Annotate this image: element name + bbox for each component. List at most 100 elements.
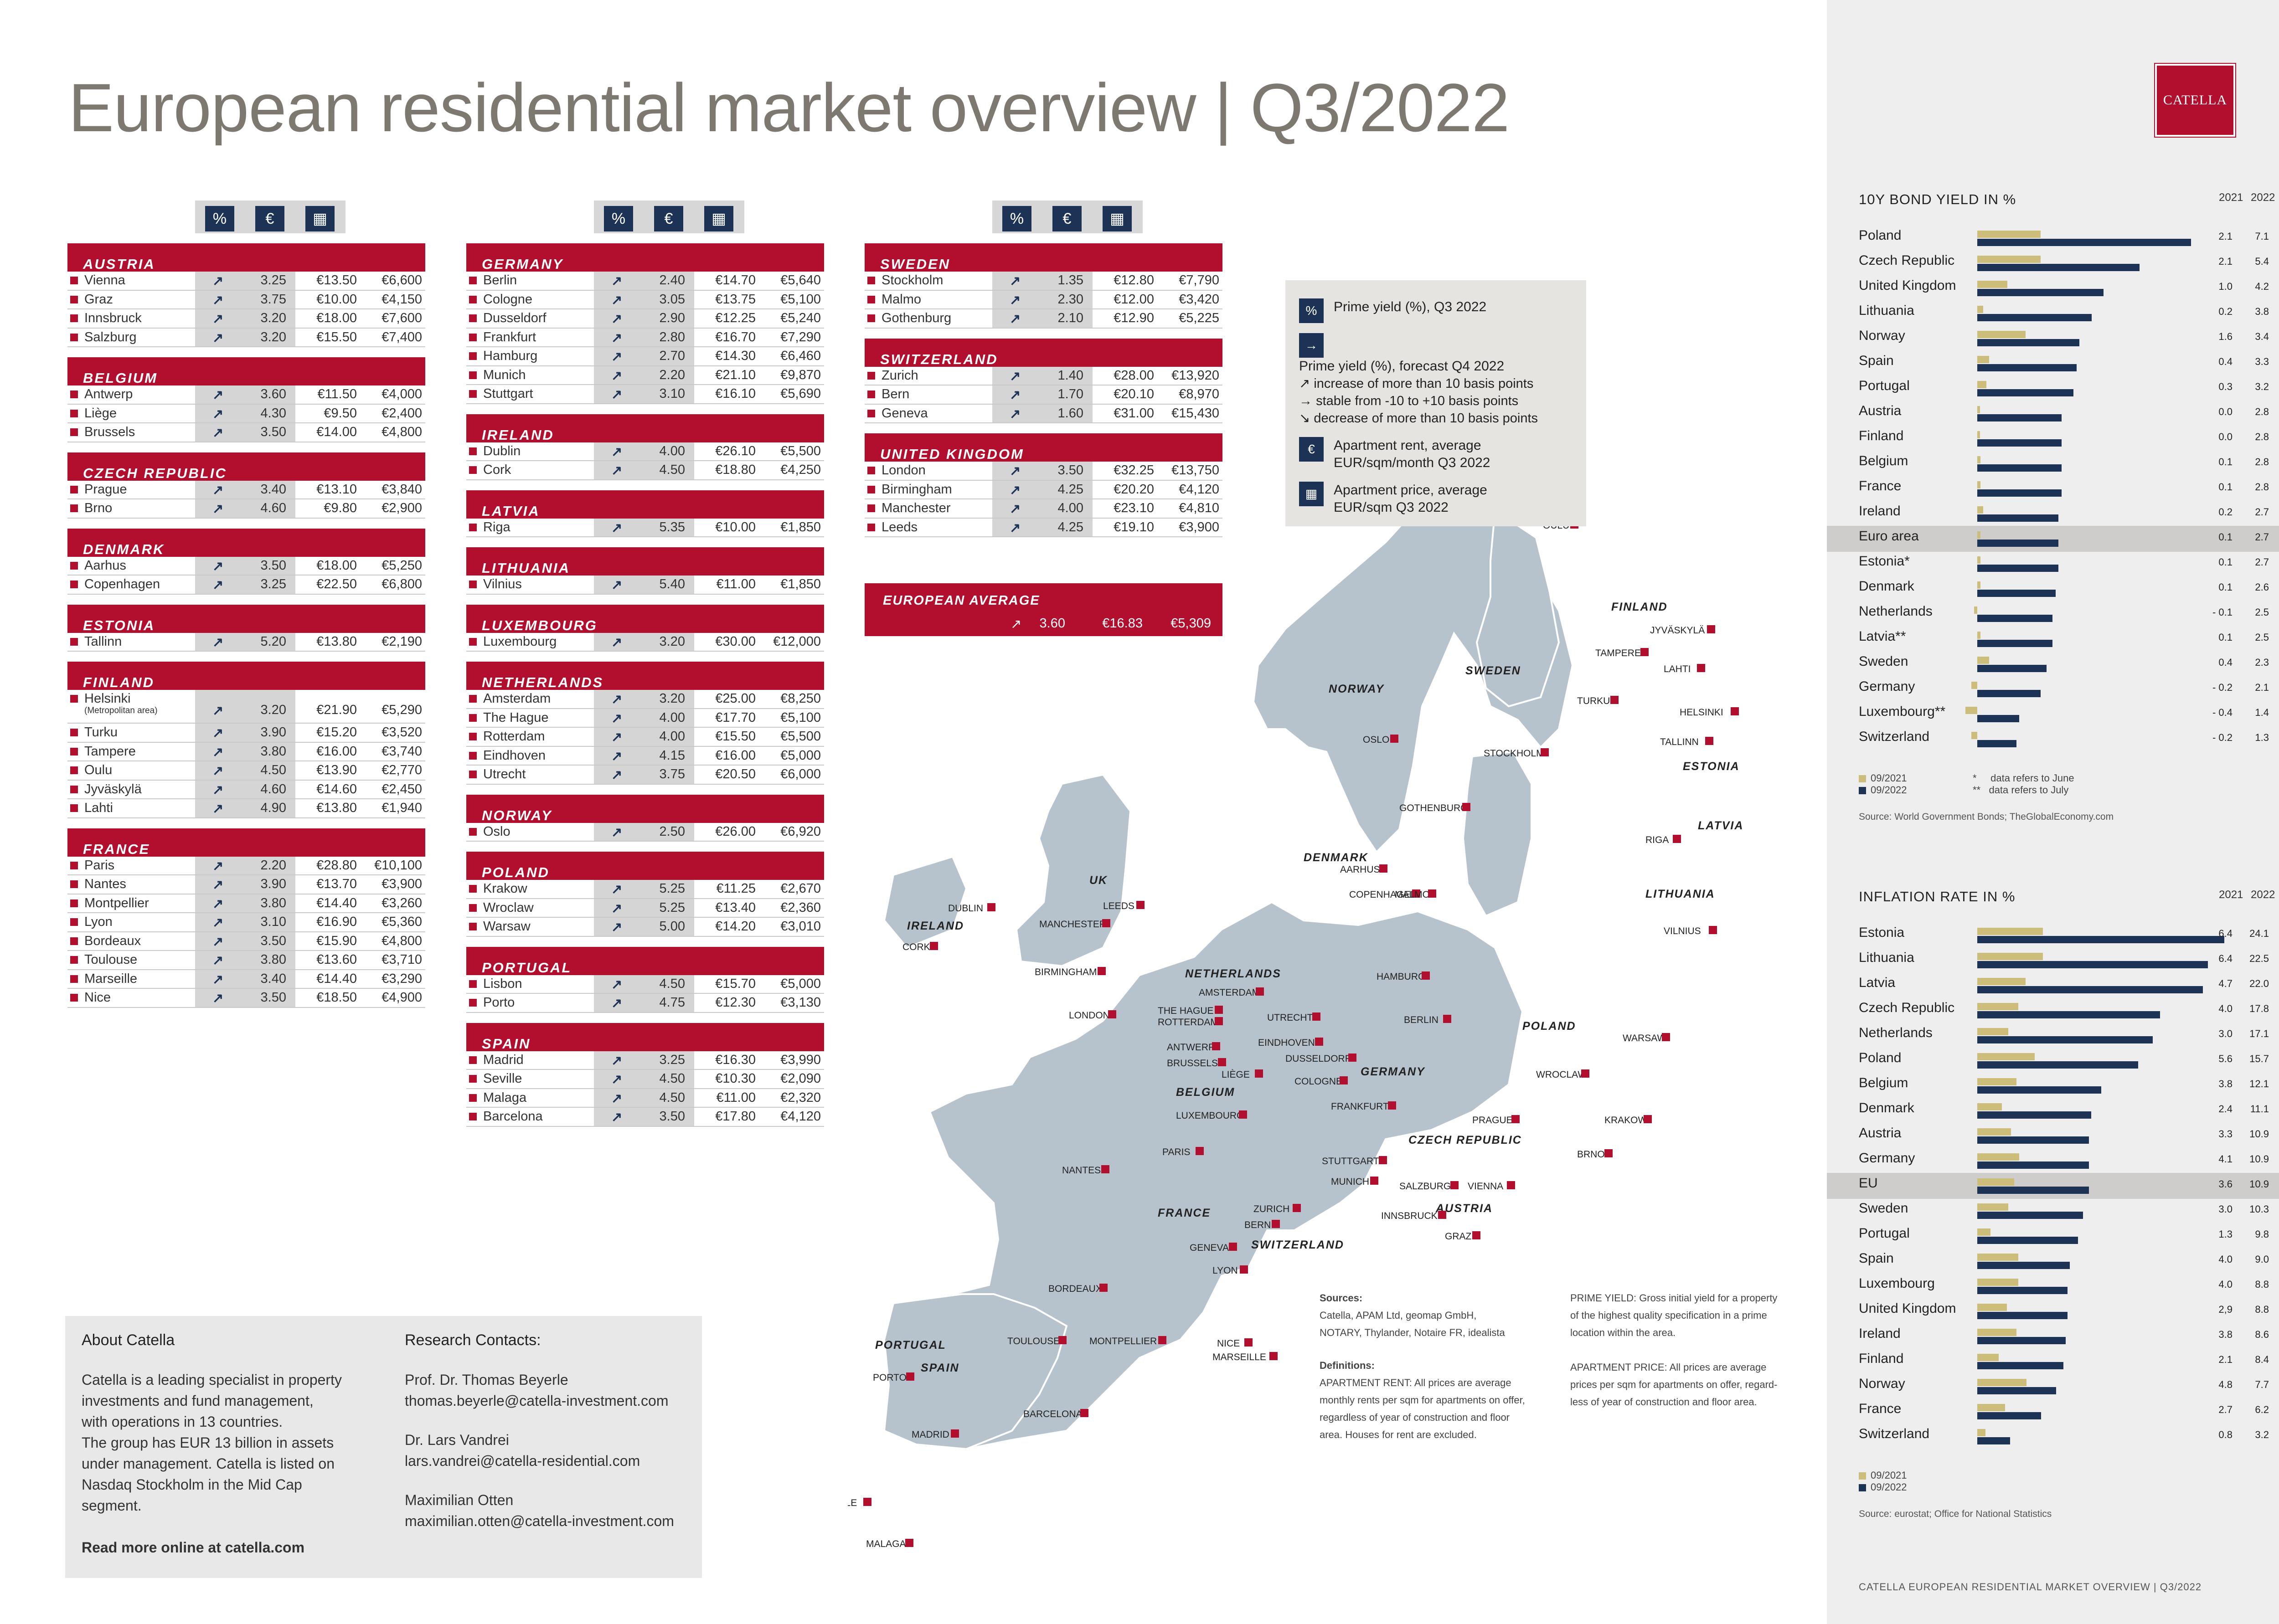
value-background xyxy=(195,875,295,894)
euro-icon: € xyxy=(654,206,683,231)
value-2021: 0.8 xyxy=(2218,1429,2233,1440)
rent-value: €13.70 xyxy=(316,877,357,891)
map-city-label: BRNO xyxy=(1577,1149,1605,1160)
bar-label: Czech Republic xyxy=(1859,253,1955,268)
map-city-marker xyxy=(1196,1147,1204,1155)
legend-price: ▦ Apartment price, average EUR/sqm Q3 2022 xyxy=(1299,482,1573,516)
price-value: €8,970 xyxy=(1179,387,1219,401)
inflation-chart: INFLATION RATE IN % 2021 2022 Estonia 6.4 24.… xyxy=(1827,889,2279,1520)
rent-value: €14.40 xyxy=(316,895,357,910)
city-name: The Hague xyxy=(466,710,549,725)
table-row: Lahti ↗ 4.90 €13.80 €1,940 xyxy=(67,799,425,818)
city-name: Krakow xyxy=(466,881,527,896)
bar-row: Belgium 3.8 12.1 xyxy=(1859,1075,2269,1100)
map-city-label: LYON xyxy=(1212,1265,1238,1276)
value-2021: 6.4 xyxy=(2218,928,2233,939)
yield-value: 4.00 xyxy=(659,710,685,725)
table-row: Oslo ↗ 2.50 €26.00 €6,920 xyxy=(466,822,824,842)
map-city-marker xyxy=(1269,1352,1278,1360)
bar-2021 xyxy=(1971,732,1977,739)
value-2021: 4.7 xyxy=(2218,978,2233,989)
yield-value: 3.75 xyxy=(659,767,685,781)
map-city-label: AARHUS xyxy=(1340,864,1380,875)
trend-arrow-icon: ↗ xyxy=(1010,502,1021,516)
city-name: Malmo xyxy=(865,292,921,307)
bar-2021 xyxy=(1977,506,1984,514)
trend-arrow-icon: ↗ xyxy=(611,1091,623,1106)
value-2022: 3.8 xyxy=(2255,306,2269,317)
city-name: Cologne xyxy=(466,292,532,307)
value-background xyxy=(195,404,295,422)
rent-value: €14.70 xyxy=(715,273,756,288)
city-name: Salzburg xyxy=(67,330,136,345)
bar-2021 xyxy=(1977,1279,2018,1286)
yield-value: 1.60 xyxy=(1057,406,1083,421)
column-header-icons: % € ▦ xyxy=(992,200,1222,233)
contact-email[interactable]: thomas.beyerle@catella-investment.com xyxy=(405,1393,669,1409)
table-row: Toulouse ↗ 3.80 €13.60 €3,710 xyxy=(67,951,425,970)
table-row: Stuttgart ↗ 3.10 €16.10 €5,690 xyxy=(466,385,824,404)
city-name: Malaga xyxy=(466,1090,526,1105)
map-city-marker xyxy=(1705,737,1713,745)
rent-value: €13.80 xyxy=(316,634,357,649)
value-background xyxy=(594,899,694,917)
map-city-marker xyxy=(1099,1284,1108,1292)
value-background xyxy=(195,913,295,931)
value-background xyxy=(195,799,295,817)
table-row: London ↗ 3.50 €32.25 €13,750 xyxy=(865,462,1222,481)
value-background xyxy=(195,480,295,499)
country-section: ESTONIA Tallinn ↗ 5.20 €13.80 €2,190 xyxy=(67,604,425,652)
yield-value: 4.00 xyxy=(659,729,685,744)
rent-value: €32.25 xyxy=(1114,463,1154,478)
page-title: European residential market overview | Q… xyxy=(68,69,1510,146)
table-row: Copenhagen ↗ 3.25 €22.50 €6,800 xyxy=(67,576,425,595)
rent-value: €12.90 xyxy=(1114,311,1154,325)
value-background xyxy=(195,328,295,346)
rent-value: €18.00 xyxy=(316,311,357,325)
about-link[interactable]: Read more online at catella.com xyxy=(82,1539,305,1556)
rent-value: €31.00 xyxy=(1114,406,1154,421)
yield-value: 3.20 xyxy=(260,703,286,717)
map-city-marker xyxy=(1640,648,1649,656)
value-2021: 0.1 xyxy=(2218,531,2233,543)
bar-2022 xyxy=(1977,1061,2139,1069)
bar-2021 xyxy=(1977,1379,2026,1386)
value-background xyxy=(992,309,1093,328)
yield-value: 3.20 xyxy=(260,311,286,325)
city-name: Vilnius xyxy=(466,577,522,592)
about-title: About Catella xyxy=(82,1331,175,1349)
map-city-marker xyxy=(1348,1054,1356,1062)
price-value: €3,260 xyxy=(382,895,422,910)
map-city-marker xyxy=(1511,1115,1520,1123)
value-2021: 4.0 xyxy=(2218,1254,2233,1265)
value-background xyxy=(195,894,295,912)
bar-2021 xyxy=(1977,1354,1999,1361)
city-name: Paris xyxy=(67,858,114,873)
bar-2021 xyxy=(1977,531,1980,539)
trend-arrow-icon: ↗ xyxy=(611,901,623,916)
rent-value: €10.30 xyxy=(715,1071,756,1086)
value-background xyxy=(594,366,694,384)
bar-row: Denmark 2.4 11.1 xyxy=(1859,1100,2269,1125)
trend-arrow-icon: ↗ xyxy=(611,882,623,897)
table-row: Turku ↗ 3.90 €15.20 €3,520 xyxy=(67,724,425,743)
table-row: Oulu ↗ 4.50 €13.90 €2,770 xyxy=(67,761,425,781)
country-section: FINLAND Helsinki (Metropolitan area) ↗ 3.20 €… xyxy=(67,662,425,818)
table-row: Cork ↗ 4.50 €18.80 €4,250 xyxy=(466,461,824,480)
yield-value: 3.90 xyxy=(260,877,286,891)
bar-row: Belgium 0.1 2.8 xyxy=(1859,453,2269,478)
value-2022: 10.3 xyxy=(2249,1203,2269,1215)
map-country-label: FINLAND xyxy=(1611,601,1668,613)
contact-email[interactable]: lars.vandrei@catella-residential.com xyxy=(405,1453,640,1469)
trend-arrow-icon: ↗ xyxy=(611,635,623,650)
trend-arrow-icon: ↗ xyxy=(1011,617,1022,632)
rent-value: €13.40 xyxy=(715,900,756,915)
map-city-marker xyxy=(1240,1265,1248,1274)
yield-value: 3.05 xyxy=(659,292,685,307)
trend-arrow-icon: ↗ xyxy=(611,330,623,345)
value-2021: 2.1 xyxy=(2218,1354,2233,1365)
yield-value: 3.20 xyxy=(659,691,685,706)
table-row: Manchester ↗ 4.00 €23.10 €4,810 xyxy=(865,499,1222,519)
contact-email[interactable]: maximilian.otten@catella-investment.com xyxy=(405,1513,674,1529)
city-name: Bern xyxy=(865,387,909,402)
